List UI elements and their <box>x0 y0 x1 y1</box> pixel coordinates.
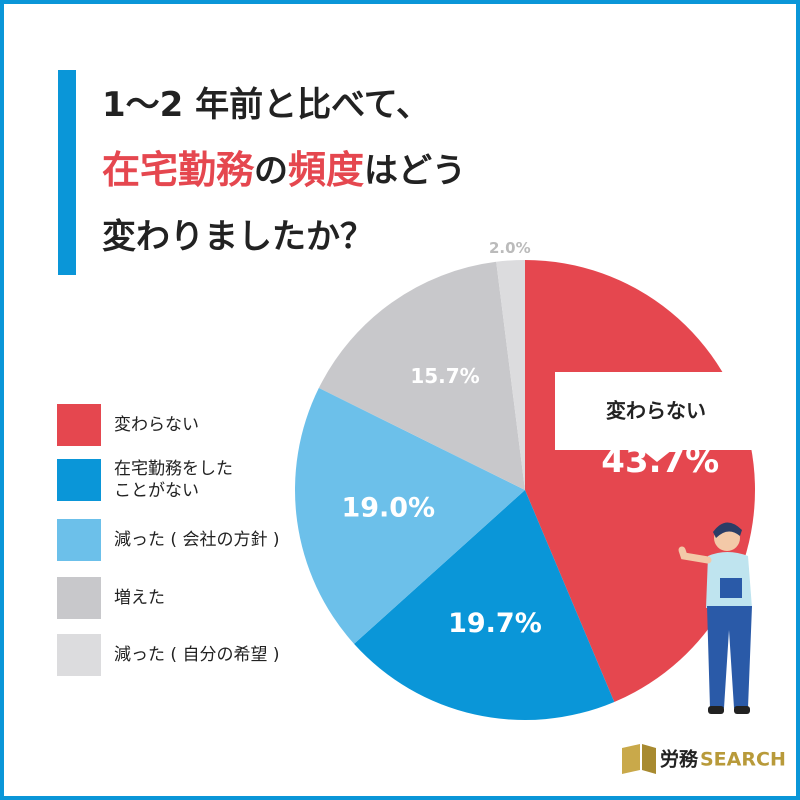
callout: 変わらない <box>555 372 757 462</box>
logo-mark: 労務 <box>660 748 699 771</box>
legend-swatch <box>57 634 101 676</box>
legend-label: 増えた <box>114 588 165 608</box>
title: 1〜2 年前と比べて、 在宅勤務の頻度はどう 変わりましたか？ <box>102 85 466 257</box>
legend-swatch <box>57 519 101 561</box>
title-line: 変わりましたか？ <box>102 217 374 257</box>
person-illustration <box>678 522 752 714</box>
slice-label: 15.7% <box>410 364 479 388</box>
logo: 労務 SEARCH <box>622 744 786 774</box>
pie-slice <box>295 387 525 644</box>
pie-slice <box>496 260 525 490</box>
callout-text: 変わらない <box>606 399 706 423</box>
legend-swatch <box>57 404 101 446</box>
legend-swatch <box>57 577 101 619</box>
legend-label: 変わらない <box>114 415 199 435</box>
title-line: 在宅勤務の頻度はどう <box>102 148 466 192</box>
legend-label: 減った ( 自分の希望 ) <box>114 645 279 665</box>
pie-slice <box>354 490 615 720</box>
slice-label: 19.7% <box>448 608 542 639</box>
legend-label: 減った ( 会社の方針 ) <box>114 530 279 550</box>
slice-label: 19.0% <box>341 492 435 523</box>
slice-label: 2.0% <box>489 239 531 257</box>
pie: 43.7%19.7%19.0%15.7%2.0% <box>295 239 755 720</box>
title-part: 1〜2 年前と比べて、 <box>102 85 430 125</box>
title-part: の <box>254 151 288 191</box>
title-line: 1〜2 年前と比べて、 <box>102 85 430 125</box>
title-part: 変わりましたか？ <box>102 217 374 257</box>
title-bar <box>58 70 76 275</box>
legend-swatch <box>57 459 101 501</box>
pie-slice <box>525 260 755 702</box>
callout-box <box>555 372 757 462</box>
legend-label: 在宅勤務をしたことがない <box>114 459 233 501</box>
pie-slice <box>318 261 525 490</box>
title-highlight: 頻度 <box>288 148 364 192</box>
logo-name: SEARCH <box>700 749 786 771</box>
title-part: はどう <box>364 151 466 191</box>
title-highlight: 在宅勤務 <box>102 148 255 192</box>
